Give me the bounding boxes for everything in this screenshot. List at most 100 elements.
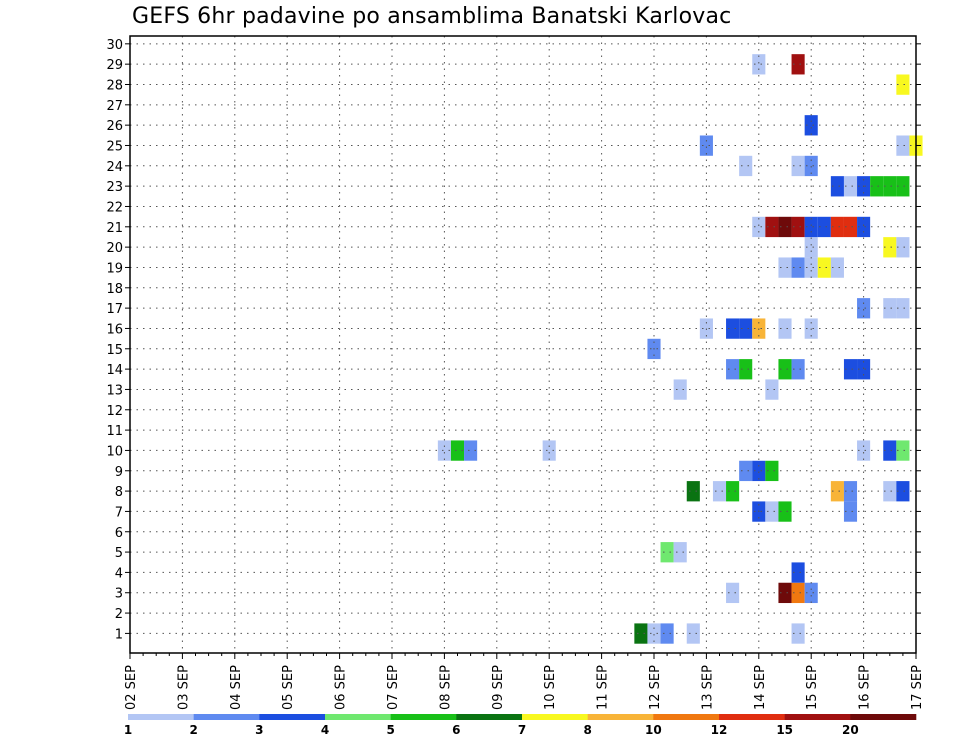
precip-cell [857,216,871,238]
precip-cell [778,359,792,380]
precip-cell [804,257,818,278]
precip-cell [647,623,661,644]
precip-cell [896,481,910,502]
x-tick-label: 14 SEP [753,665,768,710]
y-tick-label: 12 [106,404,123,419]
precip-cell [791,562,805,583]
colorbar-swatch [587,714,654,720]
precip-cell [699,135,713,156]
precip-cell [896,237,910,258]
precip-cell [673,542,687,563]
precip-cell [830,481,844,502]
precip-cell [883,481,897,502]
precip-cell [634,623,648,644]
y-tick-label: 3 [115,587,123,602]
precip-cell [883,176,897,197]
precip-cell [791,216,805,238]
precip-cell [843,216,858,238]
y-tick-label: 18 [106,282,123,297]
precip-cell [791,155,805,177]
precip-cell [778,257,792,278]
precip-cell [804,582,818,604]
precip-cell [791,582,805,604]
colorbar-swatch [325,714,391,720]
y-tick-label: 4 [115,566,123,581]
precipitation-cells [437,54,923,644]
precip-cell [817,257,831,278]
precip-cell [660,623,674,644]
precip-cell [896,135,910,156]
x-tick-label: 15 SEP [805,665,820,710]
x-tick-label: 16 SEP [858,665,873,710]
colorbar-swatch [719,714,785,720]
colorbar-label: 2 [189,723,197,737]
y-tick-label: 26 [106,119,123,134]
y-tick-label: 2 [115,607,123,622]
y-tick-label: 13 [106,383,123,398]
colorbar-label: 12 [711,723,728,737]
x-tick-label: 10 SEP [543,665,558,710]
y-tick-label: 11 [106,424,123,439]
precip-cell [726,318,740,339]
y-tick-label: 23 [106,180,123,195]
precip-cell [843,481,858,502]
x-tick-label: 07 SEP [386,665,401,710]
y-tick-label: 5 [115,546,123,561]
precip-cell [660,542,674,563]
precip-cell [542,440,556,461]
precip-cell [752,54,766,75]
colorbar-swatch [259,714,326,720]
colorbar-swatch [850,714,917,720]
x-tick-label: 11 SEP [596,665,611,710]
precip-cell [686,623,700,644]
y-tick-label: 8 [115,485,123,500]
precip-cell [804,115,818,136]
y-tick-label: 6 [115,526,123,541]
precip-cell [765,460,779,482]
x-tick-label: 04 SEP [229,665,244,710]
plot-background [130,36,916,653]
precip-cell [857,440,871,461]
precip-cell [870,176,884,197]
precip-cell [739,359,753,380]
precip-cell [896,440,910,461]
colorbar-label: 10 [645,723,662,737]
colorbar: 1 2 3 4 5 6 7 8 10 12 15 20 [124,714,917,737]
x-tick-label: 03 SEP [176,665,191,710]
precip-cell [830,257,844,278]
precip-cell [752,216,766,238]
colorbar-label: 5 [386,723,394,737]
precip-cell [778,582,792,604]
y-tick-label: 14 [106,363,123,378]
colorbar-label: 15 [776,723,793,737]
y-tick-label: 10 [106,444,123,459]
precip-cell [843,359,858,380]
precip-cell [857,359,871,380]
colorbar-label: 7 [518,723,526,737]
x-tick-label: 08 SEP [438,665,453,710]
y-tick-label: 7 [115,505,123,520]
precip-cell [883,440,897,461]
precip-cell [726,582,740,604]
y-tick-label: 19 [106,261,123,276]
precip-cell [437,440,451,461]
precip-cell [791,623,805,644]
precip-cell [739,318,753,339]
colorbar-swatch [193,714,260,720]
precip-cell [778,501,792,522]
y-tick-label: 22 [106,200,123,215]
precip-cell [726,359,740,380]
chart-title: GEFS 6hr padavine po ansamblima Banatski… [132,4,732,29]
precip-cell [857,298,871,319]
colorbar-label: 3 [255,723,263,737]
y-tick-label: 17 [106,302,123,317]
precip-cell [765,501,779,522]
precip-cell [830,216,844,238]
colorbar-swatch [390,714,457,720]
precip-cell [883,298,897,319]
y-tick-label: 1 [115,627,123,642]
precip-cell [843,501,858,522]
y-tick-label: 21 [106,221,123,236]
colorbar-swatch [522,714,588,720]
